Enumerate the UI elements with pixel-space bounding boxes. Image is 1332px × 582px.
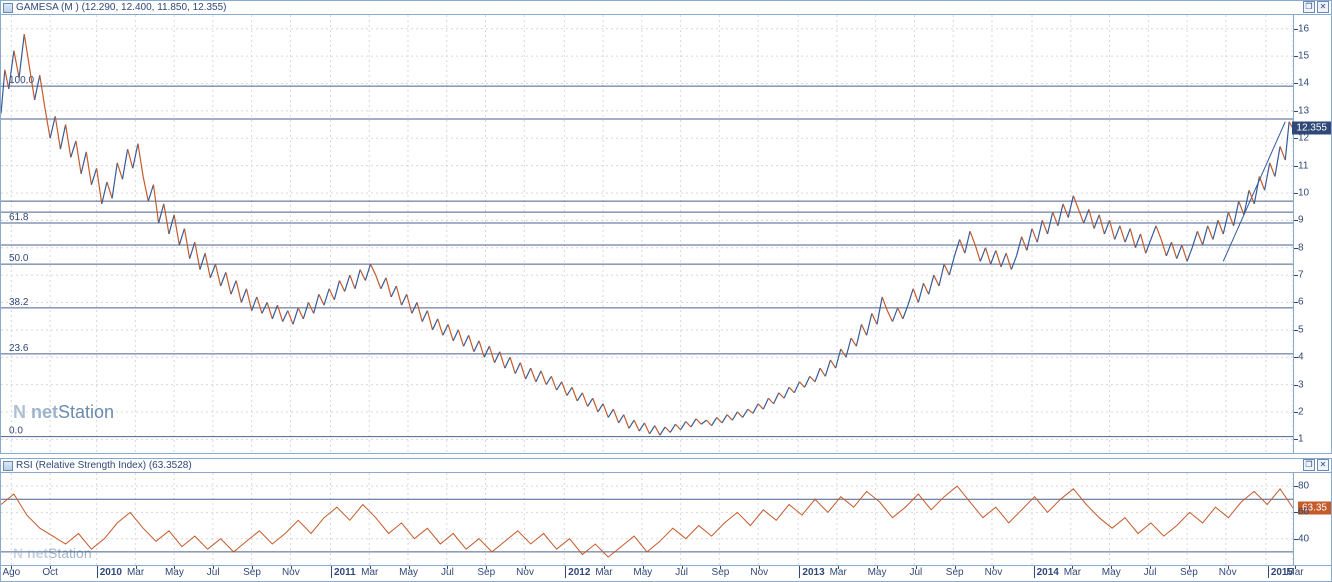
y-tick-label: 11 <box>1298 160 1308 171</box>
y-tick-label: 12 <box>1298 133 1309 144</box>
x-tick-label: Nov <box>282 567 300 578</box>
y-tick-label: 4 <box>1298 352 1304 363</box>
price-chart-body[interactable]: 0.023.638.250.061.8100.0 N netStation 12… <box>1 15 1331 453</box>
x-tick-label: Mar <box>361 567 378 578</box>
y-tick-label: 9 <box>1298 215 1304 226</box>
x-tick-label: Mar <box>127 567 144 578</box>
rsi-chart-panel: RSI (Relative Strength Index) (63.3528) … <box>0 458 1332 566</box>
watermark: N netStation <box>13 545 92 561</box>
x-tick-label: Nov <box>1219 567 1237 578</box>
x-tick-label: May <box>399 567 418 578</box>
brand-net: net <box>27 545 48 561</box>
x-tick-label: Jul <box>909 567 922 578</box>
x-tick-label: 2013 <box>799 567 824 578</box>
y-tick-label: 14 <box>1298 78 1309 89</box>
price-y-axis: 12.355 12345678910111213141516 <box>1293 15 1331 453</box>
svg-text:61.8: 61.8 <box>9 212 29 223</box>
x-tick-label: Jul <box>675 567 688 578</box>
x-tick-label: Sep <box>946 567 964 578</box>
x-tick-label: Nov <box>750 567 768 578</box>
symbol-name: GAMESA (M ) <box>16 2 79 13</box>
svg-text:0.0: 0.0 <box>9 426 23 437</box>
y-tick-label: 60 <box>1298 507 1309 518</box>
price-panel-title: GAMESA (M ) (12.290, 12.400, 11.850, 12.… <box>16 2 227 13</box>
y-tick-label: 8 <box>1298 242 1304 253</box>
close-button[interactable]: ✕ <box>1317 1 1329 13</box>
x-tick-label: 2014 <box>1034 567 1059 578</box>
x-tick-label: Jul <box>207 567 220 578</box>
x-tick-label: Sep <box>243 567 261 578</box>
x-tick-label: Mar <box>1064 567 1081 578</box>
ohlc-values: (12.290, 12.400, 11.850, 12.355) <box>82 2 227 13</box>
brand-station: Station <box>48 545 92 561</box>
x-tick-label: Nov <box>516 567 534 578</box>
logo-icon: N <box>13 402 26 422</box>
y-tick-label: 80 <box>1298 481 1309 492</box>
x-tick-label: Mar <box>1286 567 1303 578</box>
x-tick-label: May <box>1102 567 1121 578</box>
price-chart-svg: 0.023.638.250.061.8100.0 <box>1 15 1293 453</box>
rsi-chart-svg <box>1 473 1293 565</box>
x-tick-label: Mar <box>830 567 847 578</box>
y-tick-label: 3 <box>1298 379 1304 390</box>
y-tick-label: 15 <box>1298 51 1309 62</box>
rsi-panel-header: RSI (Relative Strength Index) (63.3528) … <box>1 459 1331 473</box>
x-tick-label: 2010 <box>97 567 122 578</box>
x-tick-label: 2011 <box>331 567 356 578</box>
x-tick-label: 2012 <box>565 567 590 578</box>
svg-text:23.6: 23.6 <box>9 343 29 354</box>
svg-text:50.0: 50.0 <box>9 253 29 264</box>
price-plot-area[interactable]: 0.023.638.250.061.8100.0 N netStation <box>1 15 1293 453</box>
y-tick-label: 40 <box>1298 533 1309 544</box>
price-panel-header: GAMESA (M ) (12.290, 12.400, 11.850, 12.… <box>1 1 1331 15</box>
close-button[interactable]: ✕ <box>1317 459 1329 471</box>
logo-icon: N <box>13 545 23 561</box>
x-tick-label: Mar <box>595 567 612 578</box>
x-tick-label: May <box>165 567 184 578</box>
x-tick-label: Nov <box>985 567 1003 578</box>
rsi-plot-area[interactable]: N netStation <box>1 473 1293 565</box>
rsi-panel-title: RSI (Relative Strength Index) (63.3528) <box>16 460 192 471</box>
brand-station: Station <box>58 402 114 422</box>
y-tick-label: 5 <box>1298 324 1304 335</box>
rsi-y-axis: 63.35 406080 <box>1293 473 1331 565</box>
y-tick-label: 7 <box>1298 270 1304 281</box>
y-tick-label: 16 <box>1298 23 1309 34</box>
y-tick-label: 10 <box>1298 187 1309 198</box>
x-tick-label: May <box>868 567 887 578</box>
restore-button[interactable]: ❐ <box>1303 1 1315 13</box>
brand-net: net <box>31 402 58 422</box>
y-tick-label: 13 <box>1298 105 1309 116</box>
price-chart-panel: GAMESA (M ) (12.290, 12.400, 11.850, 12.… <box>0 0 1332 454</box>
panel-icon <box>3 3 13 13</box>
x-tick-label: Sep <box>477 567 495 578</box>
x-tick-label: Jul <box>1144 567 1157 578</box>
restore-button[interactable]: ❐ <box>1303 459 1315 471</box>
x-tick-label: Ago <box>2 567 20 578</box>
x-tick-label: Oct <box>42 567 58 578</box>
x-tick-label: Sep <box>712 567 730 578</box>
svg-text:38.2: 38.2 <box>9 297 29 308</box>
y-tick-label: 1 <box>1298 434 1304 445</box>
y-tick-label: 6 <box>1298 297 1304 308</box>
x-tick-label: Sep <box>1180 567 1198 578</box>
x-tick-label: May <box>633 567 652 578</box>
time-axis: Ago Oct 2010 Mar May Jul Sep Nov 2011 Mar May Jul Se… <box>0 566 1332 582</box>
x-tick-label: Jul <box>441 567 454 578</box>
watermark: N netStation <box>13 402 114 423</box>
panel-icon <box>3 461 13 471</box>
y-tick-label: 2 <box>1298 406 1304 417</box>
rsi-chart-body[interactable]: N netStation 63.35 406080 <box>1 473 1331 565</box>
